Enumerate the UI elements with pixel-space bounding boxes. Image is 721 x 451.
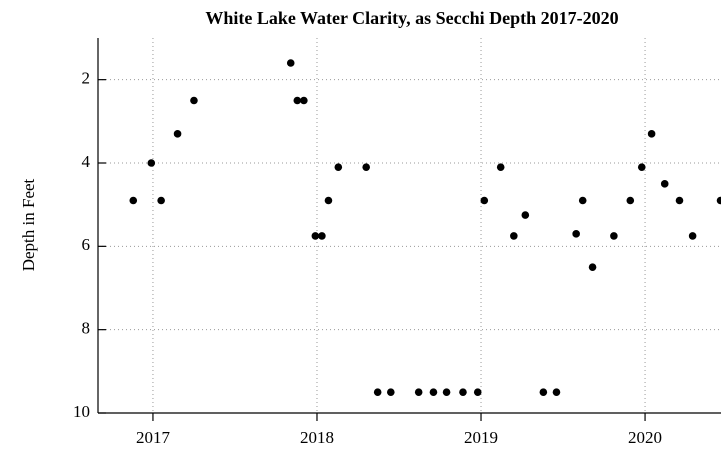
chart-title: White Lake Water Clarity, as Secchi Dept…	[205, 8, 618, 28]
y-tick-label: 2	[82, 69, 91, 88]
x-tick-label: 2020	[628, 428, 662, 447]
point	[675, 196, 684, 205]
point	[688, 232, 697, 240]
point	[157, 196, 165, 205]
point	[286, 59, 295, 67]
y-tick-label: 6	[82, 235, 91, 254]
point	[552, 388, 561, 396]
point	[373, 388, 382, 396]
point	[173, 130, 182, 138]
point	[572, 230, 580, 238]
point	[442, 388, 451, 396]
y-tick-label: 10	[73, 402, 90, 421]
point	[190, 96, 198, 105]
point	[610, 232, 618, 240]
point	[147, 159, 156, 167]
point	[637, 163, 646, 171]
point	[647, 130, 656, 138]
point	[293, 96, 302, 105]
y-tick-label: 8	[82, 319, 91, 338]
point	[129, 196, 138, 205]
point	[521, 211, 530, 219]
y-tick-label: 4	[82, 152, 91, 171]
point	[588, 263, 597, 271]
point	[414, 388, 423, 396]
point	[510, 232, 518, 240]
x-tick-label: 2019	[464, 428, 498, 447]
point	[387, 388, 395, 396]
point	[660, 180, 669, 188]
x-tick-label: 2017	[136, 428, 171, 447]
point	[429, 388, 438, 396]
point	[473, 388, 482, 396]
point	[496, 163, 505, 171]
point	[578, 196, 587, 205]
x-tick-label: 2018	[300, 428, 334, 447]
point	[626, 196, 635, 205]
point	[334, 163, 343, 171]
point	[324, 196, 333, 205]
point	[539, 388, 548, 396]
point	[311, 232, 320, 240]
point	[480, 196, 489, 205]
y-axis-label: Depth in Feet	[19, 178, 38, 271]
point	[318, 232, 326, 240]
point	[459, 388, 467, 396]
point	[300, 96, 308, 105]
point	[362, 163, 370, 171]
point	[716, 196, 721, 205]
